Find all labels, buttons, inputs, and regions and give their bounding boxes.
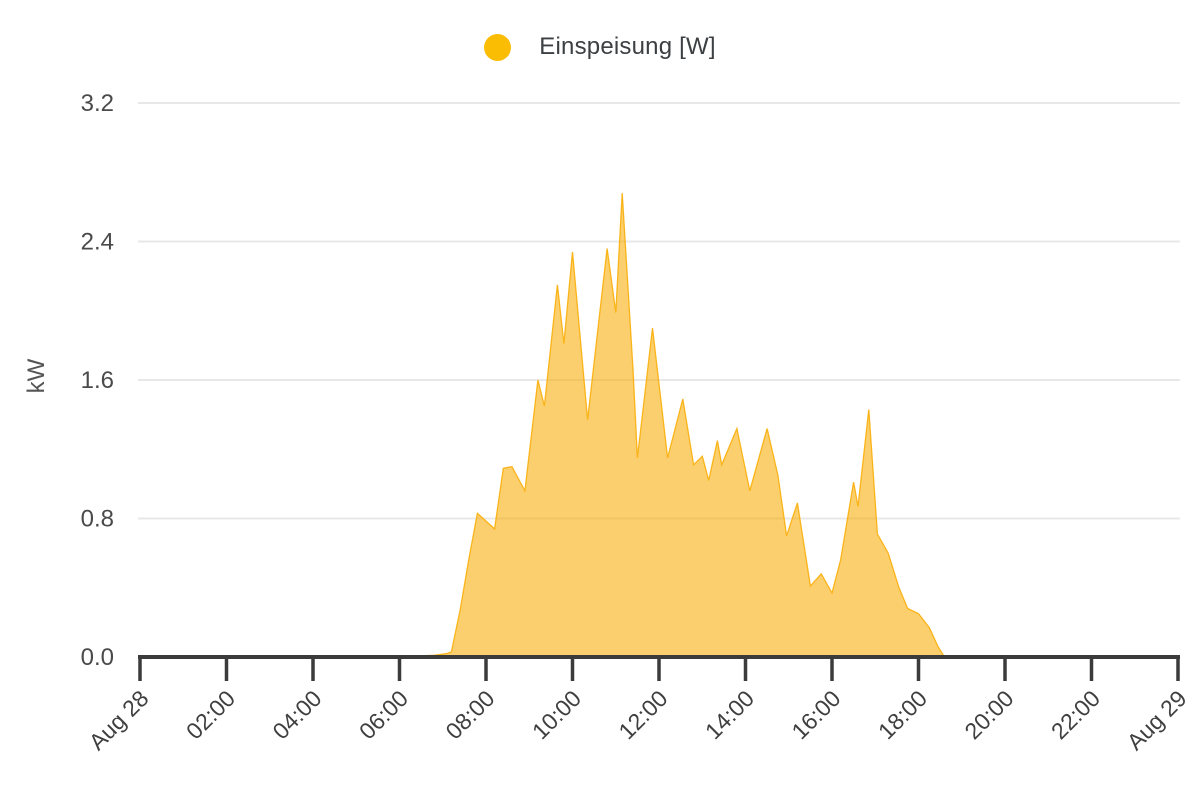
x-tick-label: Aug 28 xyxy=(84,685,154,755)
x-tick-label: 06:00 xyxy=(354,685,413,744)
x-tick-label: 20:00 xyxy=(959,685,1018,744)
y-tick-label: 0.0 xyxy=(81,644,114,671)
y-tick-label: 1.6 xyxy=(81,367,114,394)
legend-item[interactable]: Einspeisung [W] xyxy=(0,32,1200,62)
x-tick-label: 10:00 xyxy=(527,685,586,744)
y-tick-label: 3.2 xyxy=(81,90,114,117)
x-tick-label: 22:00 xyxy=(1046,685,1105,744)
x-tick-label: 16:00 xyxy=(786,685,845,744)
legend-series-dot xyxy=(484,33,512,61)
y-axis-title: kW xyxy=(23,358,50,393)
area-series-outline xyxy=(140,192,1178,658)
x-tick-label: 04:00 xyxy=(267,685,326,744)
y-tick-label: 2.4 xyxy=(81,229,114,256)
x-tick-label: Aug 29 xyxy=(1122,685,1192,755)
x-tick-label: 08:00 xyxy=(440,685,499,744)
x-tick-label: 18:00 xyxy=(873,685,932,744)
legend-series-label: Einspeisung [W] xyxy=(539,33,716,60)
area-series-einspeisung[interactable] xyxy=(140,193,1178,657)
y-tick-label: 0.8 xyxy=(81,506,114,533)
x-tick-label: 14:00 xyxy=(700,685,759,744)
x-tick-label: 02:00 xyxy=(181,685,240,744)
x-tick-label: 12:00 xyxy=(613,685,672,744)
